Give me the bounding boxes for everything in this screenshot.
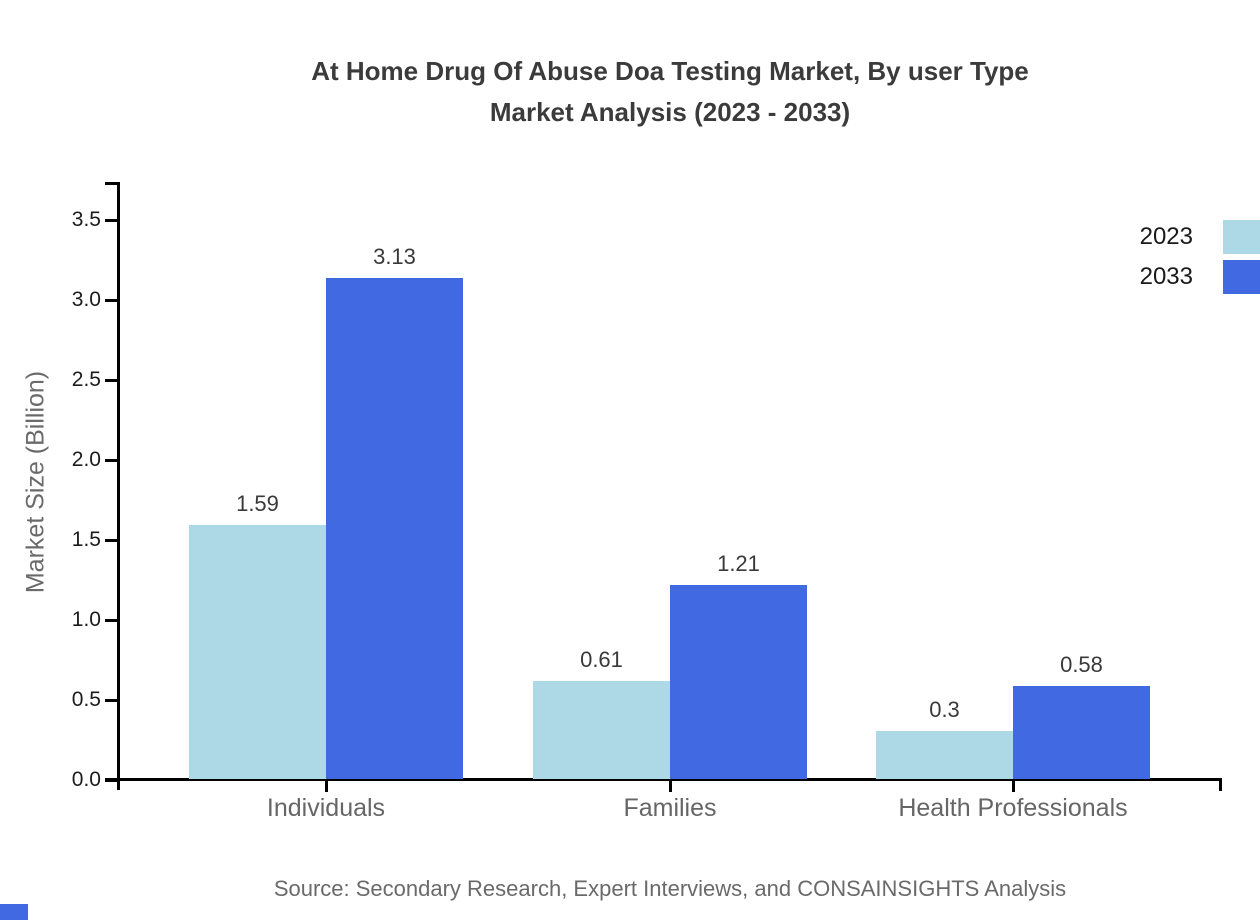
legend: 2023 2033 [1140,220,1260,300]
x-axis-tick [1011,780,1015,792]
y-axis-tick-label: 1.0 [71,608,101,631]
bar-2033-health-professionals [1013,686,1150,779]
bar-value-label: 0.58 [1060,652,1103,678]
bar-2033-families [670,585,807,779]
bar-value-label: 0.61 [580,647,623,673]
x-axis-tick [324,780,328,792]
category-label-families: Families [623,794,717,822]
y-axis-line [117,182,120,790]
chart-title: At Home Drug Of Abuse Doa Testing Market… [80,51,1260,133]
bar-2033-individuals [326,278,463,779]
category-label-health-professionals: Health Professionals [898,794,1128,822]
y-axis-tick [105,698,118,702]
legend-swatch [1223,260,1260,294]
y-axis-tick-label: 2.5 [71,368,101,391]
chart-title-line-1: At Home Drug Of Abuse Doa Testing Market… [311,56,1029,86]
y-axis-tick-label: 3.0 [71,288,101,311]
y-axis-tick-label: 3.5 [71,208,101,231]
y-axis-end-cap [105,182,118,185]
y-axis-title: Market Size (Billion) [21,370,50,594]
bar-value-label: 0.3 [929,697,960,722]
x-axis-line [105,778,1222,781]
corner-accent-block [0,904,28,920]
y-axis-tick [105,458,118,462]
category-label-individuals: Individuals [266,794,386,822]
bar-value-label: 3.13 [373,244,416,270]
legend-label: 2033 [1139,263,1193,290]
legend-swatch [1223,220,1260,254]
bar-2023-individuals [189,524,326,779]
plot-area: 0.0 0.5 1.0 1.5 2.0 2.5 3.0 3.5 1.59 3.13 Individu… [72,180,1222,822]
legend-item-2023: 2023 [1140,220,1260,254]
bar-2023-families [533,681,670,779]
legend-label: 2023 [1139,223,1193,250]
x-axis-tick [668,780,672,792]
legend-item-2033: 2033 [1140,260,1260,294]
bar-2023-health-professionals [876,731,1013,779]
y-axis-tick [105,218,118,222]
y-axis-tick [105,618,118,622]
bar-value-label: 1.21 [717,551,760,577]
chart-title-line-2: Market Analysis (2023 - 2033) [489,97,851,127]
source-note: Source: Secondary Research, Expert Inter… [273,876,1067,901]
y-axis-tick [105,298,118,302]
y-axis-tick [105,378,118,382]
y-axis-tick-label: 0.5 [71,688,101,711]
y-axis-tick [105,538,118,542]
bar-value-label: 1.59 [236,490,279,516]
y-axis-tick-label: 1.5 [71,528,101,551]
x-axis-end-cap [1219,778,1222,791]
y-axis-tick-label: 2.0 [71,448,101,471]
y-axis-tick [105,778,118,782]
y-axis-tick-label: 0.0 [71,768,101,791]
